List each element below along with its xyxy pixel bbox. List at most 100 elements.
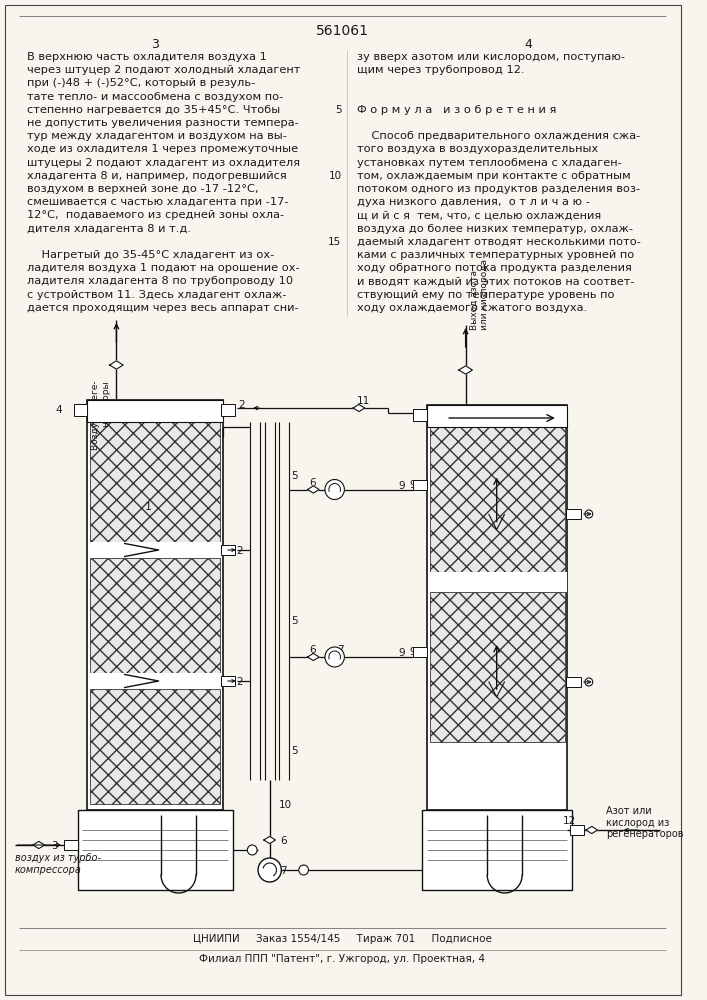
Text: потоком одного из продуктов разделения воз-: потоком одного из продуктов разделения в… <box>357 184 640 194</box>
Text: и вводят каждый из этих потоков на соответ-: и вводят каждый из этих потоков на соотв… <box>357 276 634 286</box>
Text: ходу охлаждаемого сжатого воздуха.: ходу охлаждаемого сжатого воздуха. <box>357 303 587 313</box>
Polygon shape <box>308 653 319 661</box>
Text: 5: 5 <box>335 105 341 115</box>
Text: Способ предварительного охлаждения сжа-: Способ предварительного охлаждения сжа- <box>357 131 641 141</box>
Polygon shape <box>353 404 365 412</box>
Polygon shape <box>124 674 158 688</box>
Bar <box>87 400 223 810</box>
Text: дителя хладагента 8 и т.д.: дителя хладагента 8 и т.д. <box>27 224 191 234</box>
Bar <box>64 840 78 850</box>
Text: степенно нагревается до 35+45°С. Чтобы: степенно нагревается до 35+45°С. Чтобы <box>27 105 281 115</box>
Text: 9: 9 <box>399 481 406 491</box>
Text: 2: 2 <box>239 400 245 410</box>
Circle shape <box>258 858 281 882</box>
Text: В верхнюю часть охладителя воздуха 1: В верхнюю часть охладителя воздуха 1 <box>27 52 267 62</box>
Text: 6: 6 <box>281 836 287 846</box>
Text: ками с различных температурных уровней по: ками с различных температурных уровней п… <box>357 250 634 260</box>
Polygon shape <box>264 836 276 844</box>
Text: Ф о р м у л а   и з о б р е т е н и я: Ф о р м у л а и з о б р е т е н и я <box>357 105 556 115</box>
Text: 7: 7 <box>281 866 287 876</box>
Bar <box>566 509 581 519</box>
Circle shape <box>299 865 308 875</box>
Bar <box>221 676 235 686</box>
Text: щим через трубопровод 12.: щим через трубопровод 12. <box>357 65 525 75</box>
Text: Выход азота
или кислорода: Выход азота или кислорода <box>469 259 489 330</box>
Text: 11: 11 <box>357 396 370 406</box>
Text: воздухом в верхней зоне до -17 -12°С,: воздухом в верхней зоне до -17 -12°С, <box>27 184 259 194</box>
Polygon shape <box>308 486 319 493</box>
Text: штуцеры 2 подают хладагент из охладителя: штуцеры 2 подают хладагент из охладителя <box>27 158 300 168</box>
Text: тате тепло- и массообмена с воздухом по-: тате тепло- и массообмена с воздухом по- <box>27 92 284 102</box>
Text: 1: 1 <box>145 502 152 512</box>
Text: том, охлаждаемым при контакте с обратным: том, охлаждаемым при контакте с обратным <box>357 171 631 181</box>
Text: Нагретый до 35-45°С хладагент из ох-: Нагретый до 35-45°С хладагент из ох- <box>27 250 274 260</box>
Text: Филиал ППП "Патент", г. Ужгород, ул. Проектная, 4: Филиал ППП "Патент", г. Ужгород, ул. Про… <box>199 954 486 964</box>
Bar <box>90 689 220 804</box>
Text: 10: 10 <box>279 800 291 810</box>
Text: ствующий ему по температуре уровень по: ствующий ему по температуре уровень по <box>357 290 614 300</box>
Text: при (-)48 + (-)52°С, который в резуль-: при (-)48 + (-)52°С, который в резуль- <box>27 78 255 88</box>
Text: 15: 15 <box>328 237 341 247</box>
Text: ходе из охладителя 1 через промежуточные: ходе из охладителя 1 через промежуточные <box>27 144 298 154</box>
Text: щ и й с я  тем, что, с целью охлаждения: щ и й с я тем, что, с целью охлаждения <box>357 210 601 220</box>
Text: духа низкого давления,  о т л и ч а ю -: духа низкого давления, о т л и ч а ю - <box>357 197 590 207</box>
Bar <box>414 480 427 490</box>
Text: не допустить увеличения разности темпера-: не допустить увеличения разности темпера… <box>27 118 299 128</box>
Text: хладагента 8 и, например, подогревшийся: хладагента 8 и, например, подогревшийся <box>27 171 287 181</box>
Text: Азот или
кислород из
регенераторов: Азот или кислород из регенераторов <box>607 806 684 839</box>
Bar <box>90 422 220 542</box>
Bar <box>74 404 87 416</box>
Bar <box>571 825 584 835</box>
Bar <box>430 427 565 572</box>
Text: 9: 9 <box>409 480 416 489</box>
Text: 5: 5 <box>291 471 298 481</box>
Circle shape <box>325 647 344 667</box>
Bar <box>221 404 235 416</box>
Text: 4: 4 <box>525 38 532 51</box>
Text: ладителя воздуха 1 подают на орошение ох-: ладителя воздуха 1 подают на орошение ох… <box>27 263 300 273</box>
Text: 6: 6 <box>310 478 316 488</box>
Bar <box>430 592 565 742</box>
Bar <box>88 542 222 558</box>
Bar <box>428 572 566 592</box>
Text: ходу обратного потока продукта разделения: ходу обратного потока продукта разделени… <box>357 263 632 273</box>
Bar <box>221 545 235 555</box>
Bar <box>88 673 222 689</box>
Polygon shape <box>586 826 597 834</box>
Circle shape <box>325 480 344 499</box>
Text: того воздуха в воздухоразделительных: того воздуха в воздухоразделительных <box>357 144 598 154</box>
Circle shape <box>585 510 592 518</box>
Text: зу вверх азотом или кислородом, поступаю-: зу вверх азотом или кислородом, поступаю… <box>357 52 625 62</box>
Bar <box>90 558 220 673</box>
Text: 2: 2 <box>237 677 243 687</box>
Text: 12: 12 <box>563 816 576 826</box>
Bar <box>414 409 427 421</box>
Text: 4: 4 <box>55 405 62 415</box>
Bar <box>427 405 568 427</box>
Polygon shape <box>33 841 45 849</box>
Text: 8: 8 <box>548 584 555 594</box>
Text: Воздух в реге-
нераторы: Воздух в реге- нераторы <box>91 380 110 450</box>
Bar <box>78 810 233 890</box>
Text: 7: 7 <box>337 645 343 655</box>
Text: 2: 2 <box>237 546 243 556</box>
Bar <box>87 400 223 422</box>
Text: ладителя хладагента 8 по трубопроводу 10: ладителя хладагента 8 по трубопроводу 10 <box>27 276 293 286</box>
Bar <box>427 405 568 810</box>
Bar <box>422 810 573 890</box>
Text: через штуцер 2 подают холодный хладагент: через штуцер 2 подают холодный хладагент <box>27 65 300 75</box>
Text: с устройством 11. Здесь хладагент охлаж-: с устройством 11. Здесь хладагент охлаж- <box>27 290 286 300</box>
Text: 12°С,  подаваемого из средней зоны охла-: 12°С, подаваемого из средней зоны охла- <box>27 210 284 220</box>
Polygon shape <box>110 361 123 369</box>
Text: дается проходящим через весь аппарат сни-: дается проходящим через весь аппарат сни… <box>27 303 299 313</box>
Text: даемый хладагент отводят несколькими пото-: даемый хладагент отводят несколькими пот… <box>357 237 641 247</box>
Bar <box>566 677 581 687</box>
Text: 9: 9 <box>409 647 416 657</box>
Text: 9: 9 <box>399 648 406 658</box>
Text: 5: 5 <box>291 615 298 626</box>
Bar <box>414 647 427 657</box>
Polygon shape <box>124 544 158 556</box>
Text: ЦНИИПИ     Заказ 1554/145     Тираж 701     Подписное: ЦНИИПИ Заказ 1554/145 Тираж 701 Подписно… <box>193 934 492 944</box>
Text: 6: 6 <box>310 645 316 655</box>
Text: установках путем теплообмена с хладаген-: установках путем теплообмена с хладаген- <box>357 158 621 168</box>
